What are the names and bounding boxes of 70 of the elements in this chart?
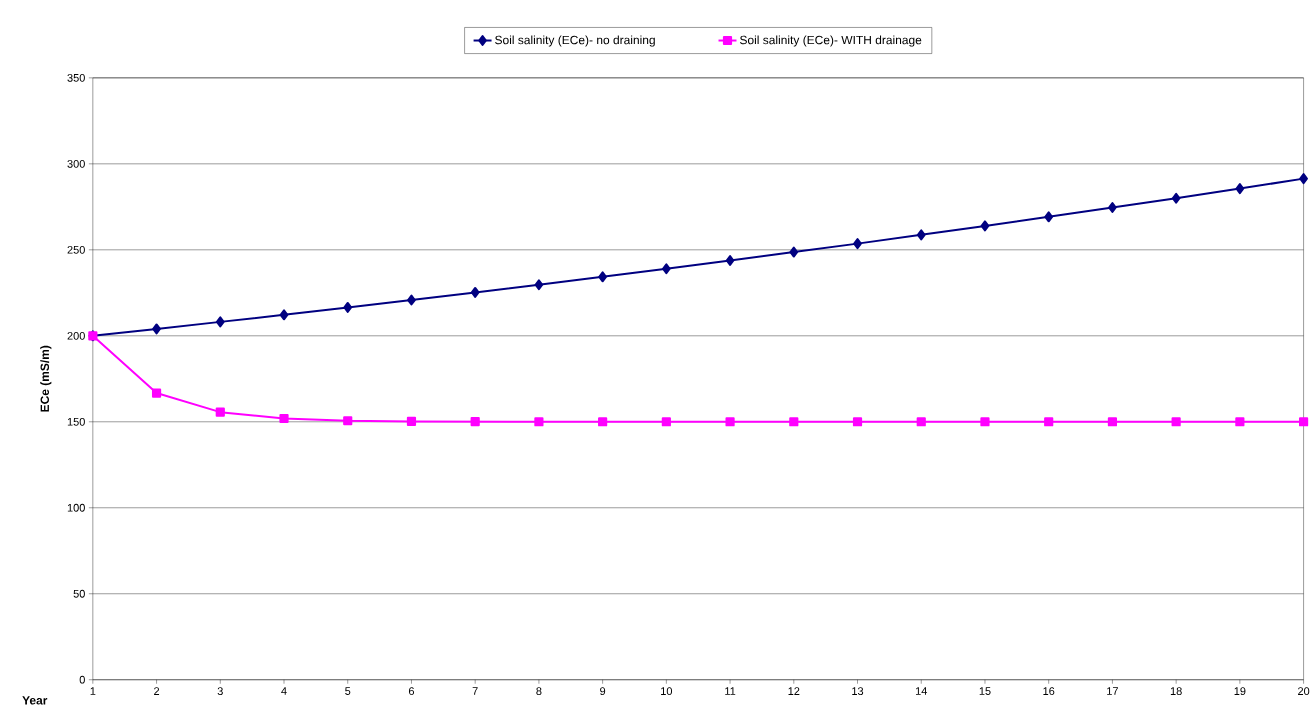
point <box>852 417 863 427</box>
point <box>789 417 799 427</box>
point <box>1171 192 1181 204</box>
y-tick-label: 100 <box>67 504 85 512</box>
y-tick-label: 300 <box>67 160 85 168</box>
x-tick-label: 7 <box>472 687 478 695</box>
y-tick-label: 0 <box>79 676 85 684</box>
x-tick-label: 13 <box>852 687 864 696</box>
point <box>1108 202 1117 214</box>
point <box>1171 417 1181 427</box>
point <box>534 279 544 291</box>
point <box>1044 417 1054 427</box>
legend-label: Soil salinity (ECe)- WITH drainage <box>740 35 922 47</box>
point <box>1235 417 1245 427</box>
y-tick-label: 200 <box>67 332 85 340</box>
point <box>406 417 417 427</box>
point <box>853 238 862 250</box>
point <box>725 417 735 427</box>
x-tick-label: 12 <box>788 687 800 696</box>
x-tick-label: 18 <box>1170 687 1182 696</box>
point <box>1299 173 1308 185</box>
x-axis-title: Year <box>22 696 48 705</box>
point <box>1298 417 1309 427</box>
y-tick-label: 250 <box>67 246 85 254</box>
x-tick-label: 1 <box>90 687 96 695</box>
point <box>215 407 225 417</box>
point <box>534 417 544 427</box>
point <box>343 302 353 314</box>
x-tick-label: 15 <box>979 687 991 696</box>
point <box>407 294 416 306</box>
x-tick-label: 3 <box>217 687 223 696</box>
point <box>279 414 289 424</box>
x-tick-label: 19 <box>1234 687 1246 696</box>
point <box>470 287 480 299</box>
point <box>980 220 990 232</box>
point <box>1235 183 1245 195</box>
point <box>725 255 735 267</box>
point <box>279 309 289 321</box>
x-tick-label: 20 <box>1298 687 1310 696</box>
x-tick-label: 2 <box>154 687 160 696</box>
point <box>980 417 990 427</box>
x-tick-label: 8 <box>536 687 542 696</box>
point <box>661 263 671 275</box>
point <box>916 229 926 241</box>
point <box>661 417 671 427</box>
point <box>470 417 480 427</box>
point <box>215 316 225 328</box>
point <box>789 246 799 258</box>
legend-label: Soil salinity (ECe)- no draining <box>495 35 655 47</box>
point <box>1107 417 1118 427</box>
point <box>343 416 353 426</box>
x-tick-label: 17 <box>1107 687 1118 695</box>
x-tick-label: 16 <box>1043 687 1055 696</box>
x-tick-label: 14 <box>915 687 928 695</box>
x-tick-label: 9 <box>600 687 606 696</box>
x-tick-label: 11 <box>725 687 736 695</box>
point <box>598 271 607 283</box>
y-axis-title: ECe (mS/m) <box>40 345 52 412</box>
y-tick-label: 50 <box>73 590 85 598</box>
point <box>916 417 926 427</box>
point <box>598 417 608 427</box>
x-tick-label: 5 <box>345 687 351 696</box>
y-tick-label: 350 <box>67 74 85 82</box>
point <box>152 323 161 335</box>
y-tick-label: 150 <box>67 418 85 426</box>
point <box>1044 211 1054 223</box>
point <box>151 388 162 398</box>
x-tick-label: 10 <box>661 687 673 696</box>
x-tick-label: 4 <box>281 687 287 695</box>
x-tick-label: 6 <box>408 687 415 696</box>
